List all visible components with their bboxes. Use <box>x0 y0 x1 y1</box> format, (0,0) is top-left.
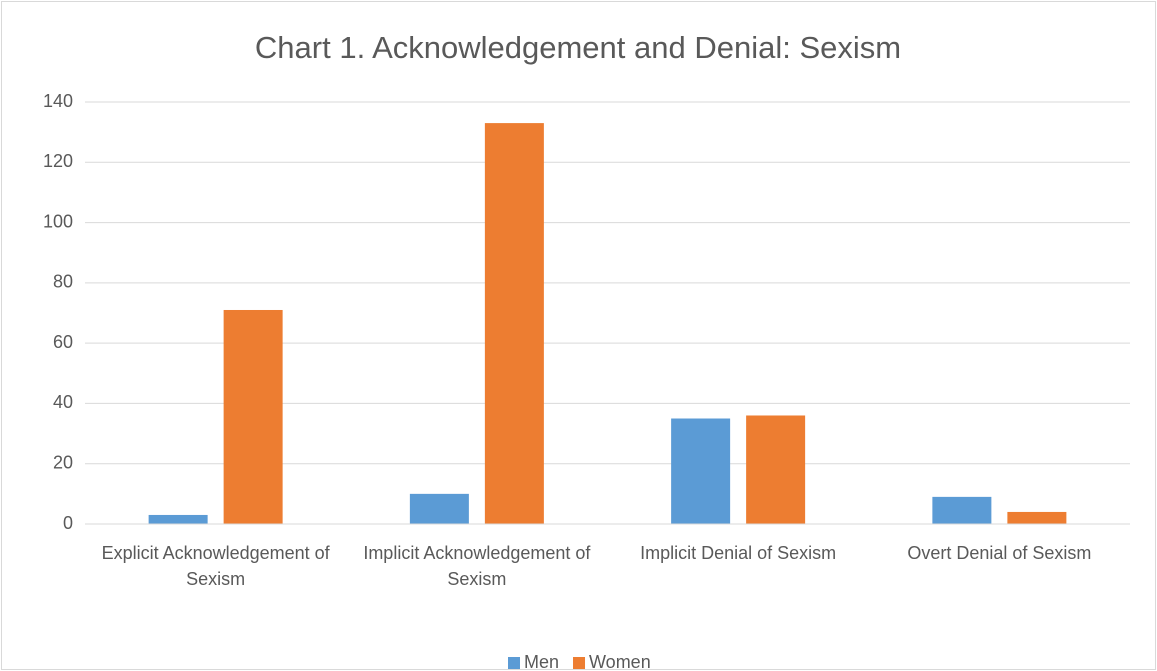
y-tick-label: 100 <box>43 211 73 231</box>
y-tick-label: 0 <box>63 513 73 533</box>
legend-label: Men <box>524 652 559 671</box>
y-tick-label: 40 <box>53 392 73 412</box>
bar <box>223 309 283 524</box>
legend-swatch <box>508 657 520 669</box>
x-tick-label: Overt Denial of Sexism <box>907 543 1091 563</box>
chart-title: Chart 1. Acknowledgement and Denial: Sex… <box>255 30 901 65</box>
bar <box>484 123 544 524</box>
y-tick-label: 140 <box>43 91 73 111</box>
bar <box>409 493 469 524</box>
bar <box>932 496 992 524</box>
bar <box>671 418 731 524</box>
bar <box>746 415 806 524</box>
bar <box>148 514 208 524</box>
legend-swatch <box>573 657 586 669</box>
x-tick-label: Implicit Denial of Sexism <box>640 543 836 563</box>
y-tick-label: 120 <box>43 151 73 171</box>
x-tick-label: Implicit Acknowledgement of Sexism <box>363 543 591 589</box>
legend-label: Women <box>589 652 651 671</box>
y-tick-label: 20 <box>53 452 73 472</box>
y-tick-label: 80 <box>53 272 73 292</box>
bar <box>1007 511 1067 524</box>
x-tick-label: Explicit Acknowledgement of Sexism <box>102 543 331 589</box>
y-tick-label: 60 <box>53 332 73 352</box>
